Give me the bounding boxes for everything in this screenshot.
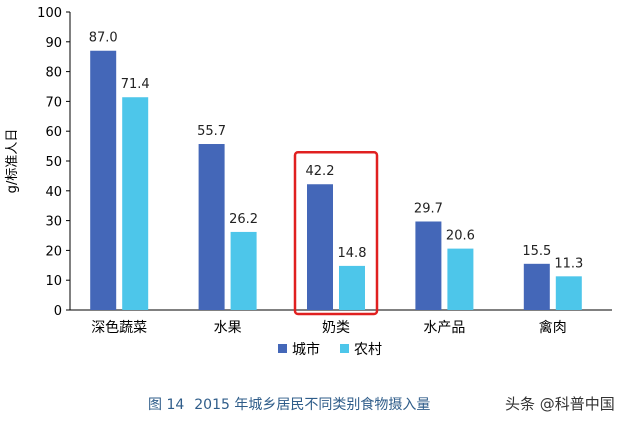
value-label: 29.7 bbox=[414, 201, 443, 216]
category-label: 奶类 bbox=[322, 320, 350, 336]
y-axis-ticks: 0 10 20 30 40 50 60 70 80 90 100 bbox=[37, 6, 70, 319]
legend: 城市 农村 bbox=[278, 341, 382, 358]
value-label: 20.6 bbox=[446, 229, 475, 244]
figure-number: 图 14 bbox=[148, 397, 185, 413]
value-label: 71.4 bbox=[121, 77, 150, 92]
value-label: 42.2 bbox=[306, 164, 335, 179]
bar-rural bbox=[339, 265, 365, 310]
bar-urban bbox=[523, 263, 550, 310]
value-label: 26.2 bbox=[229, 212, 258, 227]
y-tick-label: 30 bbox=[45, 215, 62, 230]
legend-swatch-urban bbox=[278, 344, 287, 353]
y-tick-label: 70 bbox=[45, 95, 62, 110]
legend-swatch-rural bbox=[340, 344, 349, 353]
bar-rural bbox=[230, 231, 257, 310]
highlight-box bbox=[293, 150, 379, 316]
y-tick-label: 0 bbox=[54, 304, 62, 319]
category-label: 水产品 bbox=[423, 320, 465, 336]
y-tick-label: 80 bbox=[45, 66, 62, 81]
bar-urban bbox=[415, 221, 442, 310]
bar-urban bbox=[198, 144, 225, 310]
value-label: 15.5 bbox=[522, 244, 551, 259]
category-labels: 深色蔬菜 水果 奶类 水产品 禽肉 bbox=[91, 319, 567, 336]
y-tick-label: 20 bbox=[45, 244, 62, 259]
value-label: 87.0 bbox=[89, 31, 118, 46]
figure-caption: 图 14 2015 年城乡居民不同类别食物摄入量 bbox=[148, 394, 440, 414]
category-label: 禽肉 bbox=[539, 319, 567, 336]
bars bbox=[90, 50, 582, 311]
y-tick-label: 60 bbox=[45, 125, 62, 140]
legend-label: 农村 bbox=[354, 342, 382, 358]
y-tick-label: 10 bbox=[45, 274, 62, 289]
y-tick-label: 100 bbox=[37, 6, 62, 21]
value-label: 55.7 bbox=[197, 124, 226, 139]
y-tick-label: 90 bbox=[45, 36, 62, 51]
bar-rural bbox=[555, 276, 582, 310]
category-label: 水果 bbox=[214, 320, 242, 336]
value-label: 14.8 bbox=[338, 246, 367, 261]
bar-rural bbox=[122, 97, 149, 310]
bar-rural bbox=[447, 248, 474, 310]
y-tick-label: 40 bbox=[45, 185, 62, 200]
legend-label: 城市 bbox=[292, 341, 320, 358]
value-label: 11.3 bbox=[554, 256, 583, 271]
y-tick-label: 50 bbox=[45, 155, 62, 170]
y-axis-label: g/标准人日 bbox=[5, 129, 20, 194]
watermark: 头条 @科普中国 bbox=[505, 395, 615, 413]
bar-urban bbox=[307, 184, 333, 310]
figure-title: 2015 年城乡居民不同类别食物摄入量 bbox=[194, 397, 431, 413]
bar-urban bbox=[90, 50, 117, 311]
value-labels: 87.0 71.4 55.7 26.2 42.2 14.8 29.720.6 15.511.3 bbox=[89, 31, 584, 272]
category-label: 深色蔬菜 bbox=[91, 319, 147, 336]
